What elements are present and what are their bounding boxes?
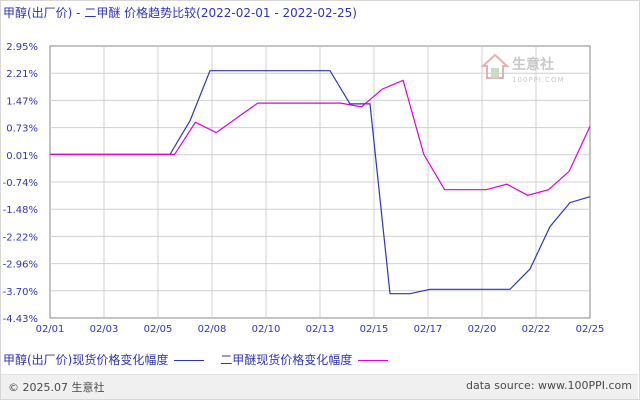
legend-item-methanol: 甲醇(出厂价)现货价格变化幅度 [3, 352, 205, 368]
y-tick-label: -2.96% [3, 260, 38, 271]
x-tick-label: 02/10 [252, 324, 281, 335]
y-tick-label: -2.22% [3, 232, 38, 243]
x-tick-label: 02/13 [306, 324, 335, 335]
watermark-url: 100PPI.COM [512, 76, 565, 84]
y-tick-label: -1.48% [3, 205, 38, 216]
x-tick-label: 02/08 [198, 324, 227, 335]
x-tick-label: 02/22 [522, 324, 551, 335]
watermark-logo: 生意社 100PPI.COM [480, 52, 575, 92]
x-tick-label: 02/25 [576, 324, 605, 335]
chart-legend: 甲醇(出厂价)现货价格变化幅度 二甲醚现货价格变化幅度 [3, 352, 400, 368]
legend-swatch-dme [358, 360, 389, 361]
y-tick-label: 0.01% [6, 151, 38, 162]
x-tick-label: 02/03 [90, 324, 119, 335]
watermark-text: 生意社 [512, 57, 554, 73]
x-tick-label: 02/17 [414, 324, 443, 335]
footer-bar [1, 374, 638, 399]
y-tick-label: 1.47% [6, 96, 38, 107]
y-tick-label: 2.95% [6, 42, 38, 53]
legend-swatch-methanol [174, 360, 205, 361]
y-tick-label: -3.70% [3, 287, 38, 298]
legend-item-dme: 二甲醚现货价格变化幅度 [220, 352, 389, 368]
x-tick-label: 02/20 [468, 324, 497, 335]
series-line-dme [50, 79, 591, 196]
y-tick-label: 2.21% [6, 69, 38, 80]
footer-copyright: © 2025.07 生意社 [8, 381, 105, 394]
x-tick-label: 02/01 [36, 324, 65, 335]
y-tick-label: -0.74% [3, 178, 38, 189]
footer-source-link[interactable]: data source: www.100PPI.com [466, 379, 632, 392]
y-tick-label: -4.43% [3, 314, 38, 325]
house-logo-icon [480, 53, 510, 79]
y-tick-label: 0.73% [6, 124, 38, 135]
legend-label-methanol: 甲醇(出厂价)现货价格变化幅度 [3, 353, 169, 367]
x-tick-label: 02/15 [360, 324, 389, 335]
chart-title: 甲醇(出厂价) - 二甲醚 价格趋势比较(2022-02-01 - 2022-0… [3, 6, 357, 20]
x-tick-label: 02/05 [144, 324, 173, 335]
legend-label-dme: 二甲醚现货价格变化幅度 [220, 353, 353, 367]
